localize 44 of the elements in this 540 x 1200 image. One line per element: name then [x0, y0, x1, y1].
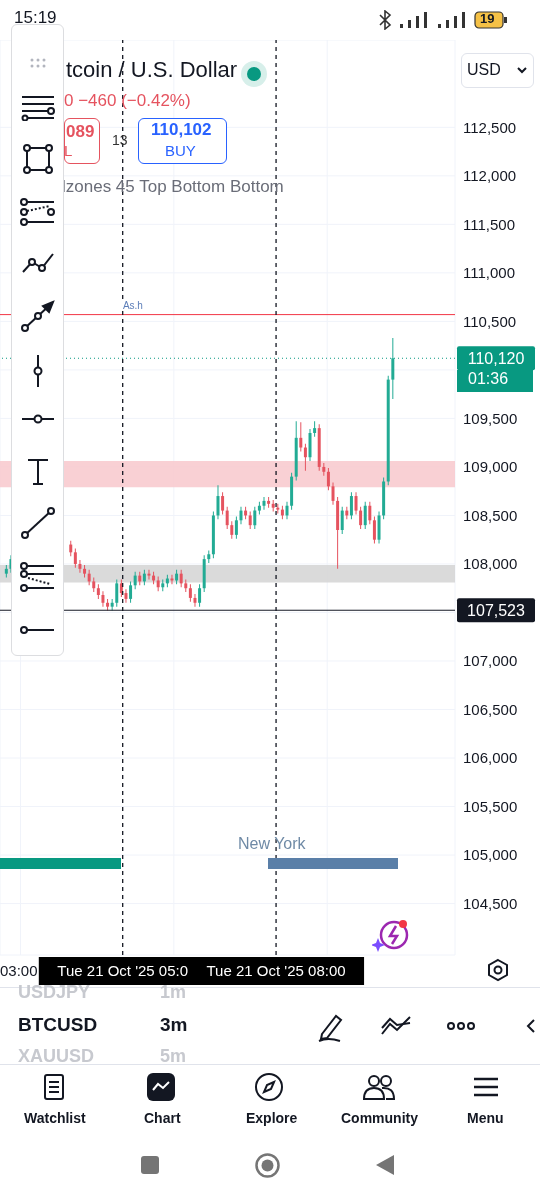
ref-line-label: 107,523 — [467, 602, 526, 620]
text: 01:36 — [468, 370, 509, 388]
annotation: L — [64, 142, 73, 159]
y-tick-label: 108,000 — [463, 555, 518, 573]
text: 3m — [160, 1014, 188, 1036]
y-tick-label: 108,500 — [463, 506, 518, 524]
ref-line-label: 110,120 — [467, 350, 525, 368]
text: Explore — [246, 1110, 298, 1126]
annotation: 0 −460 (−0.42%) — [64, 91, 191, 111]
text: 19 — [480, 11, 495, 26]
annotation: 110,102 — [151, 120, 212, 140]
ref-line-label: Tue 21 Oct '25 08:00 — [206, 962, 346, 979]
y-tick-label: 109,500 — [463, 409, 518, 427]
y-tick-label: 111,000 — [463, 264, 515, 282]
ref-line-label: Tue 21 Oct '25 05:0 — [57, 962, 189, 979]
text: Chart — [144, 1110, 181, 1126]
y-tick-label: 111,500 — [463, 215, 515, 233]
annotation: BUY — [165, 142, 196, 159]
annotation: New York — [238, 835, 306, 853]
text: Watchlist — [24, 1110, 86, 1126]
y-tick-label: 105,000 — [463, 846, 518, 864]
y-tick-label: 104,500 — [463, 894, 518, 912]
text: 15:19 — [14, 8, 57, 28]
y-tick-label: 112,500 — [463, 118, 517, 136]
text: 1m — [160, 982, 187, 1003]
text: Menu — [467, 1110, 504, 1126]
y-tick-label: 107,000 — [463, 652, 518, 670]
text: 5m — [160, 1046, 187, 1067]
annotation: As.h — [120, 299, 145, 311]
y-tick-label: 112,000 — [463, 167, 517, 185]
text: USDJPY — [18, 982, 91, 1003]
text: tcoin / U.S. Dollar — [66, 57, 238, 83]
text: USD — [467, 61, 501, 79]
y-tick-label: 109,000 — [463, 458, 518, 476]
text: BTCUSD — [18, 1014, 98, 1036]
y-tick-label: 105,500 — [463, 797, 518, 815]
y-tick-label: 106,500 — [463, 700, 518, 718]
annotation: 089 — [66, 122, 95, 142]
y-tick-label: 110,500 — [463, 312, 517, 330]
text: 03:00 — [0, 962, 38, 979]
text: XAUUSD — [18, 1046, 95, 1067]
text: Community — [341, 1110, 418, 1126]
annotation: 13 — [112, 132, 128, 148]
y-tick-label: 106,000 — [463, 749, 518, 767]
